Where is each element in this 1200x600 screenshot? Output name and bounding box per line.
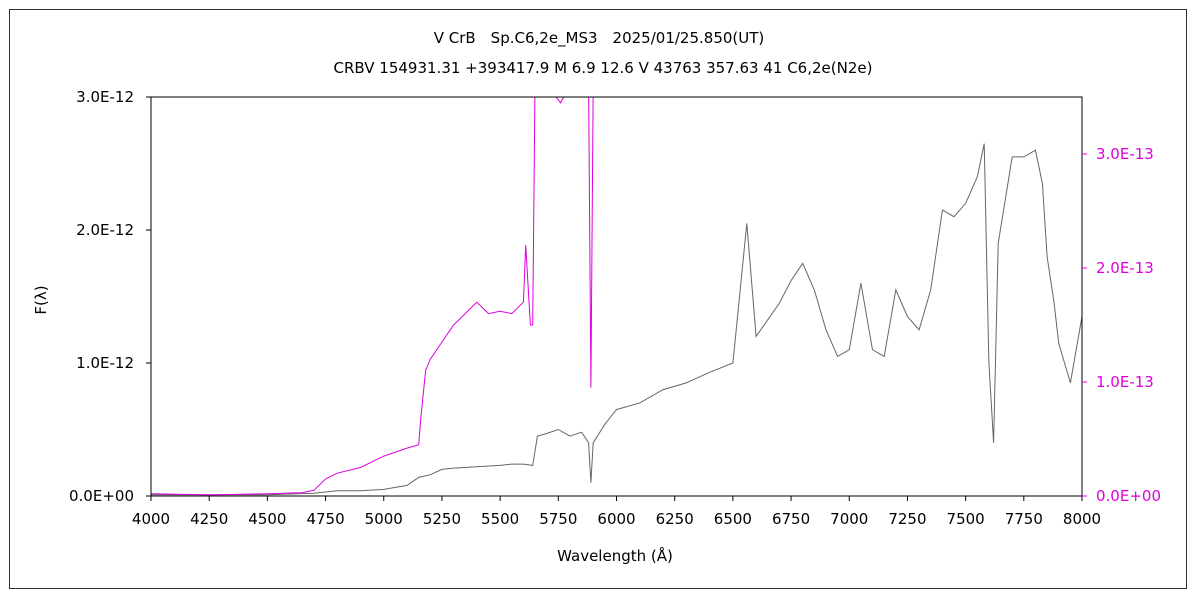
- y-right-tick-label: 3.0E-13: [1096, 145, 1154, 163]
- x-tick-label: 7250: [888, 510, 926, 528]
- x-tick-label: 5750: [539, 510, 577, 528]
- chart-title: V CrB Sp.C6,2e_MS3 2025/01/25.850(UT): [434, 29, 765, 48]
- x-tick-label: 5250: [423, 510, 461, 528]
- x-tick-label: 6500: [714, 510, 752, 528]
- chart-subtitle: CRBV 154931.31 +393417.9 M 6.9 12.6 V 43…: [334, 59, 873, 77]
- x-tick-label: 4750: [306, 510, 344, 528]
- y-right-tick-label: 1.0E-13: [1096, 373, 1154, 391]
- x-tick-label: 6750: [772, 510, 810, 528]
- y-left-tick-label: 3.0E-12: [76, 88, 134, 106]
- x-axis-label: Wavelength (Å): [557, 546, 673, 565]
- series-left-line: [151, 143, 1082, 496]
- x-tick-label: 7750: [1005, 510, 1043, 528]
- plot-area-border: [150, 96, 1083, 497]
- x-tick-label: 6000: [597, 510, 635, 528]
- x-tick-label: 4000: [132, 510, 170, 528]
- y-left-tick-label: 1.0E-12: [76, 354, 134, 372]
- y-right-tick-label: 0.0E+00: [1096, 487, 1161, 505]
- chart-frame: [9, 9, 1187, 589]
- x-tick-label: 5000: [365, 510, 403, 528]
- y-axis-label: F(λ): [32, 285, 50, 314]
- y-left-tick-label: 0.0E+00: [69, 487, 134, 505]
- x-tick-label: 7500: [947, 510, 985, 528]
- x-tick-label: 4250: [190, 510, 228, 528]
- x-tick-label: 8000: [1063, 510, 1101, 528]
- y-right-tick-label: 2.0E-13: [1096, 259, 1154, 277]
- x-tick-label: 6250: [656, 510, 694, 528]
- x-tick-label: 5500: [481, 510, 519, 528]
- series-right-line: [151, 97, 594, 496]
- x-tick-label: 7000: [830, 510, 868, 528]
- y-left-tick-label: 2.0E-12: [76, 221, 134, 239]
- x-tick-label: 4500: [248, 510, 286, 528]
